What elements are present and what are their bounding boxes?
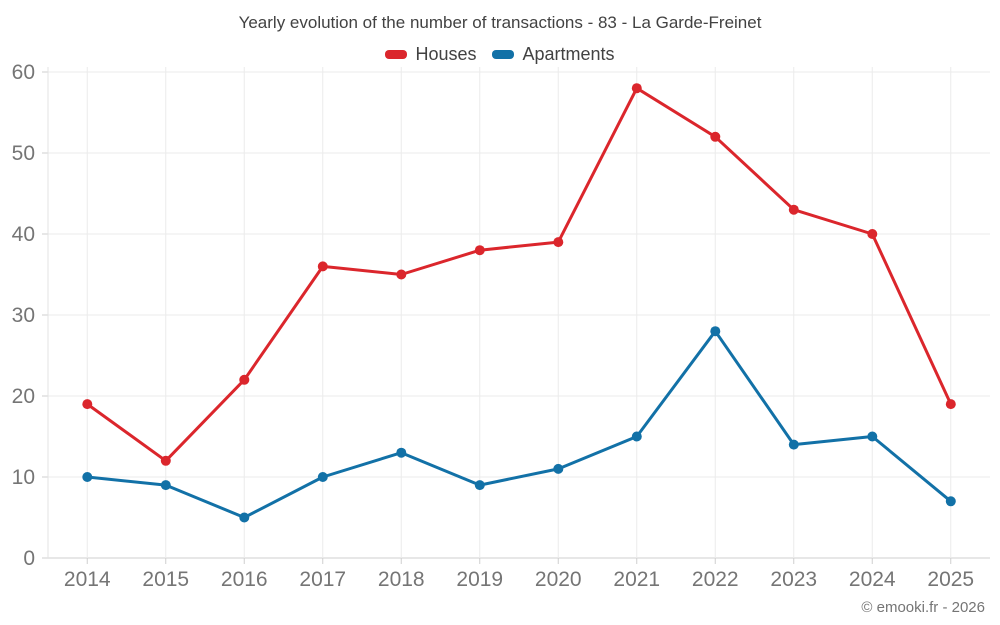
point-houses-2017 <box>317 261 328 272</box>
point-houses-2025 <box>945 399 956 410</box>
chart-legend: Houses Apartments <box>0 44 1000 65</box>
point-apartments-2015 <box>160 480 171 491</box>
x-tick-label: 2023 <box>770 568 817 591</box>
y-tick-label: 40 <box>12 223 35 246</box>
x-tick-label: 2018 <box>378 568 425 591</box>
point-houses-2016 <box>239 374 250 385</box>
point-houses-2018 <box>396 269 407 280</box>
x-tick-label: 2016 <box>221 568 268 591</box>
y-tick-label: 50 <box>12 142 35 165</box>
x-tick-label: 2024 <box>849 568 896 591</box>
point-houses-2021 <box>631 83 642 94</box>
legend-item-apartments[interactable]: Apartments <box>492 44 615 65</box>
point-houses-2015 <box>160 455 171 466</box>
legend-label-houses: Houses <box>415 44 477 64</box>
point-houses-2014 <box>82 399 93 410</box>
point-apartments-2014 <box>82 472 93 482</box>
legend-label-apartments: Apartments <box>522 44 615 64</box>
point-houses-2022 <box>710 131 721 142</box>
houses-swatch-icon <box>385 50 408 59</box>
y-tick-label: 60 <box>12 61 35 84</box>
chart-title: Yearly evolution of the number of transa… <box>238 13 762 32</box>
copyright-credit: © emooki.fr - 2026 <box>861 599 985 616</box>
point-apartments-2023 <box>788 439 799 450</box>
point-apartments-2022 <box>710 326 721 337</box>
point-houses-2023 <box>788 204 799 215</box>
point-apartments-2018 <box>396 447 407 458</box>
point-apartments-2019 <box>474 480 485 491</box>
point-apartments-2016 <box>239 512 250 523</box>
x-tick-label: 2015 <box>142 568 189 591</box>
point-houses-2019 <box>474 245 485 256</box>
point-apartments-2021 <box>631 431 642 442</box>
x-tick-label: 2017 <box>299 568 346 591</box>
x-tick-label: 2025 <box>927 568 974 591</box>
point-apartments-2024 <box>867 431 878 442</box>
series-houses-line <box>85 86 953 463</box>
y-tick-label: 10 <box>12 466 35 489</box>
x-tick-label: 2020 <box>535 568 582 591</box>
point-apartments-2017 <box>317 472 328 482</box>
apartments-swatch-icon <box>492 50 515 59</box>
x-tick-label: 2014 <box>64 568 111 591</box>
y-tick-label: 0 <box>23 547 35 570</box>
x-tick-label: 2022 <box>692 568 739 591</box>
legend-item-houses[interactable]: Houses <box>385 44 476 65</box>
x-tick-label: 2019 <box>456 568 503 591</box>
series-apartments-line <box>85 329 953 519</box>
point-houses-2020 <box>553 237 564 248</box>
y-tick-label: 30 <box>12 304 35 327</box>
x-tick-label: 2021 <box>613 568 660 591</box>
y-tick-label: 20 <box>12 385 35 408</box>
point-houses-2024 <box>867 229 878 239</box>
point-apartments-2020 <box>553 463 564 474</box>
point-apartments-2025 <box>945 496 956 507</box>
